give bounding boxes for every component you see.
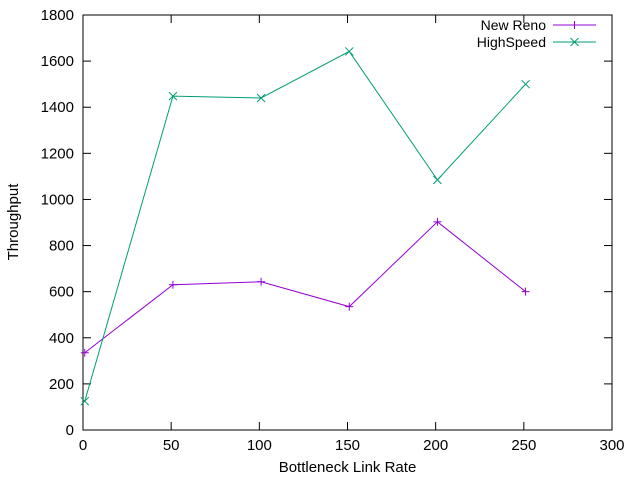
series-line-new-reno <box>84 221 526 354</box>
x-tick-label: 150 <box>335 437 360 454</box>
marker-stroke <box>256 93 266 103</box>
axes: 0 50 100 150 200 250 300 0 200 400 600 800 1000 1200 1… <box>41 7 625 454</box>
data-point-highspeed <box>344 47 354 56</box>
data-point-highspeed <box>256 93 266 103</box>
series-group <box>80 47 530 406</box>
y-tick-label: 800 <box>49 238 74 255</box>
y-tick-label: 1200 <box>41 145 74 162</box>
y-tick-label: 1600 <box>41 53 74 70</box>
y-axis-title: Throughput <box>5 183 22 261</box>
marker-stroke <box>344 47 354 56</box>
data-point-new-reno <box>433 217 442 226</box>
legend-label-highspeed: HighSpeed <box>477 34 546 50</box>
x-tick-label: 100 <box>247 437 272 454</box>
data-point-highspeed <box>80 396 90 406</box>
x-axis-title: Bottleneck Link Rate <box>279 459 417 476</box>
data-point-highspeed <box>168 91 178 101</box>
marker-stroke <box>521 79 530 89</box>
series-new-reno <box>80 217 530 357</box>
data-point-highspeed <box>433 175 442 185</box>
legend-label-new-reno: New Reno <box>481 17 547 33</box>
x-tick-label: 200 <box>423 437 448 454</box>
x-tick-label: 50 <box>163 437 180 454</box>
y-tick-label: 1000 <box>41 191 74 208</box>
y-tick-label: 400 <box>49 330 74 347</box>
series-line-highspeed <box>84 50 526 402</box>
data-point-new-reno <box>345 302 354 311</box>
y-tick-label: 0 <box>66 422 74 439</box>
marker-stroke <box>570 37 579 47</box>
x-tick-label: 300 <box>599 437 624 454</box>
data-point-new-reno <box>80 348 89 357</box>
y-tick-label: 600 <box>49 284 74 301</box>
plot-frame <box>82 14 613 431</box>
marker-stroke <box>80 396 90 406</box>
legend-marker-new-reno <box>570 21 579 29</box>
x-tick-label: 0 <box>79 437 87 454</box>
y-tick-label: 1400 <box>41 99 74 116</box>
data-point-new-reno <box>168 280 177 289</box>
series-highspeed <box>80 47 530 406</box>
data-point-highspeed <box>521 79 530 89</box>
y-tick-label: 200 <box>49 376 74 393</box>
marker-stroke <box>168 91 178 101</box>
data-point-new-reno <box>521 287 530 296</box>
x-tick-label: 250 <box>511 437 536 454</box>
legend-marker-highspeed <box>570 37 579 47</box>
marker-stroke <box>433 175 442 185</box>
y-tick-label: 1800 <box>41 7 74 24</box>
data-point-new-reno <box>257 277 266 286</box>
